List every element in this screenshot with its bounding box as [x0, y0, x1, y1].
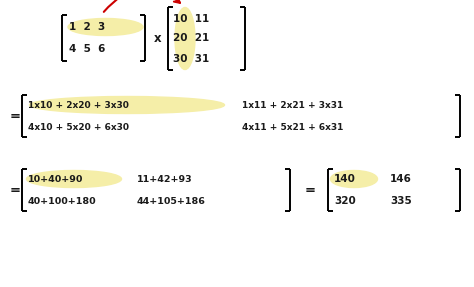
Text: =: = [10, 183, 21, 197]
Text: 10+40+90: 10+40+90 [28, 174, 83, 183]
Text: 1x11 + 2x21 + 3x31: 1x11 + 2x21 + 3x31 [242, 100, 343, 110]
Text: =: = [10, 110, 21, 123]
Text: 4  5  6: 4 5 6 [69, 44, 105, 54]
Text: 10  11: 10 11 [173, 14, 209, 24]
Text: 11+42+93: 11+42+93 [137, 174, 192, 183]
Text: 4x10 + 5x20 + 6x30: 4x10 + 5x20 + 6x30 [28, 123, 129, 131]
Ellipse shape [68, 18, 143, 36]
Text: x: x [154, 32, 162, 44]
Text: 20  21: 20 21 [173, 33, 209, 43]
Text: 30  31: 30 31 [173, 54, 209, 64]
Text: 335: 335 [390, 196, 412, 206]
Text: 4x11 + 5x21 + 6x31: 4x11 + 5x21 + 6x31 [242, 123, 343, 131]
Text: 1x10 + 2x20 + 3x30: 1x10 + 2x20 + 3x30 [28, 100, 129, 110]
FancyArrowPatch shape [104, 0, 180, 12]
Text: 140: 140 [334, 174, 356, 184]
Text: 146: 146 [390, 174, 412, 184]
Ellipse shape [175, 7, 195, 69]
Text: 40+100+180: 40+100+180 [28, 197, 97, 205]
Ellipse shape [330, 170, 377, 187]
Text: 1  2  3: 1 2 3 [69, 22, 105, 32]
Ellipse shape [29, 96, 225, 113]
Text: 44+105+186: 44+105+186 [137, 197, 206, 205]
Text: =: = [305, 183, 316, 197]
Text: 320: 320 [334, 196, 356, 206]
Ellipse shape [27, 170, 121, 187]
